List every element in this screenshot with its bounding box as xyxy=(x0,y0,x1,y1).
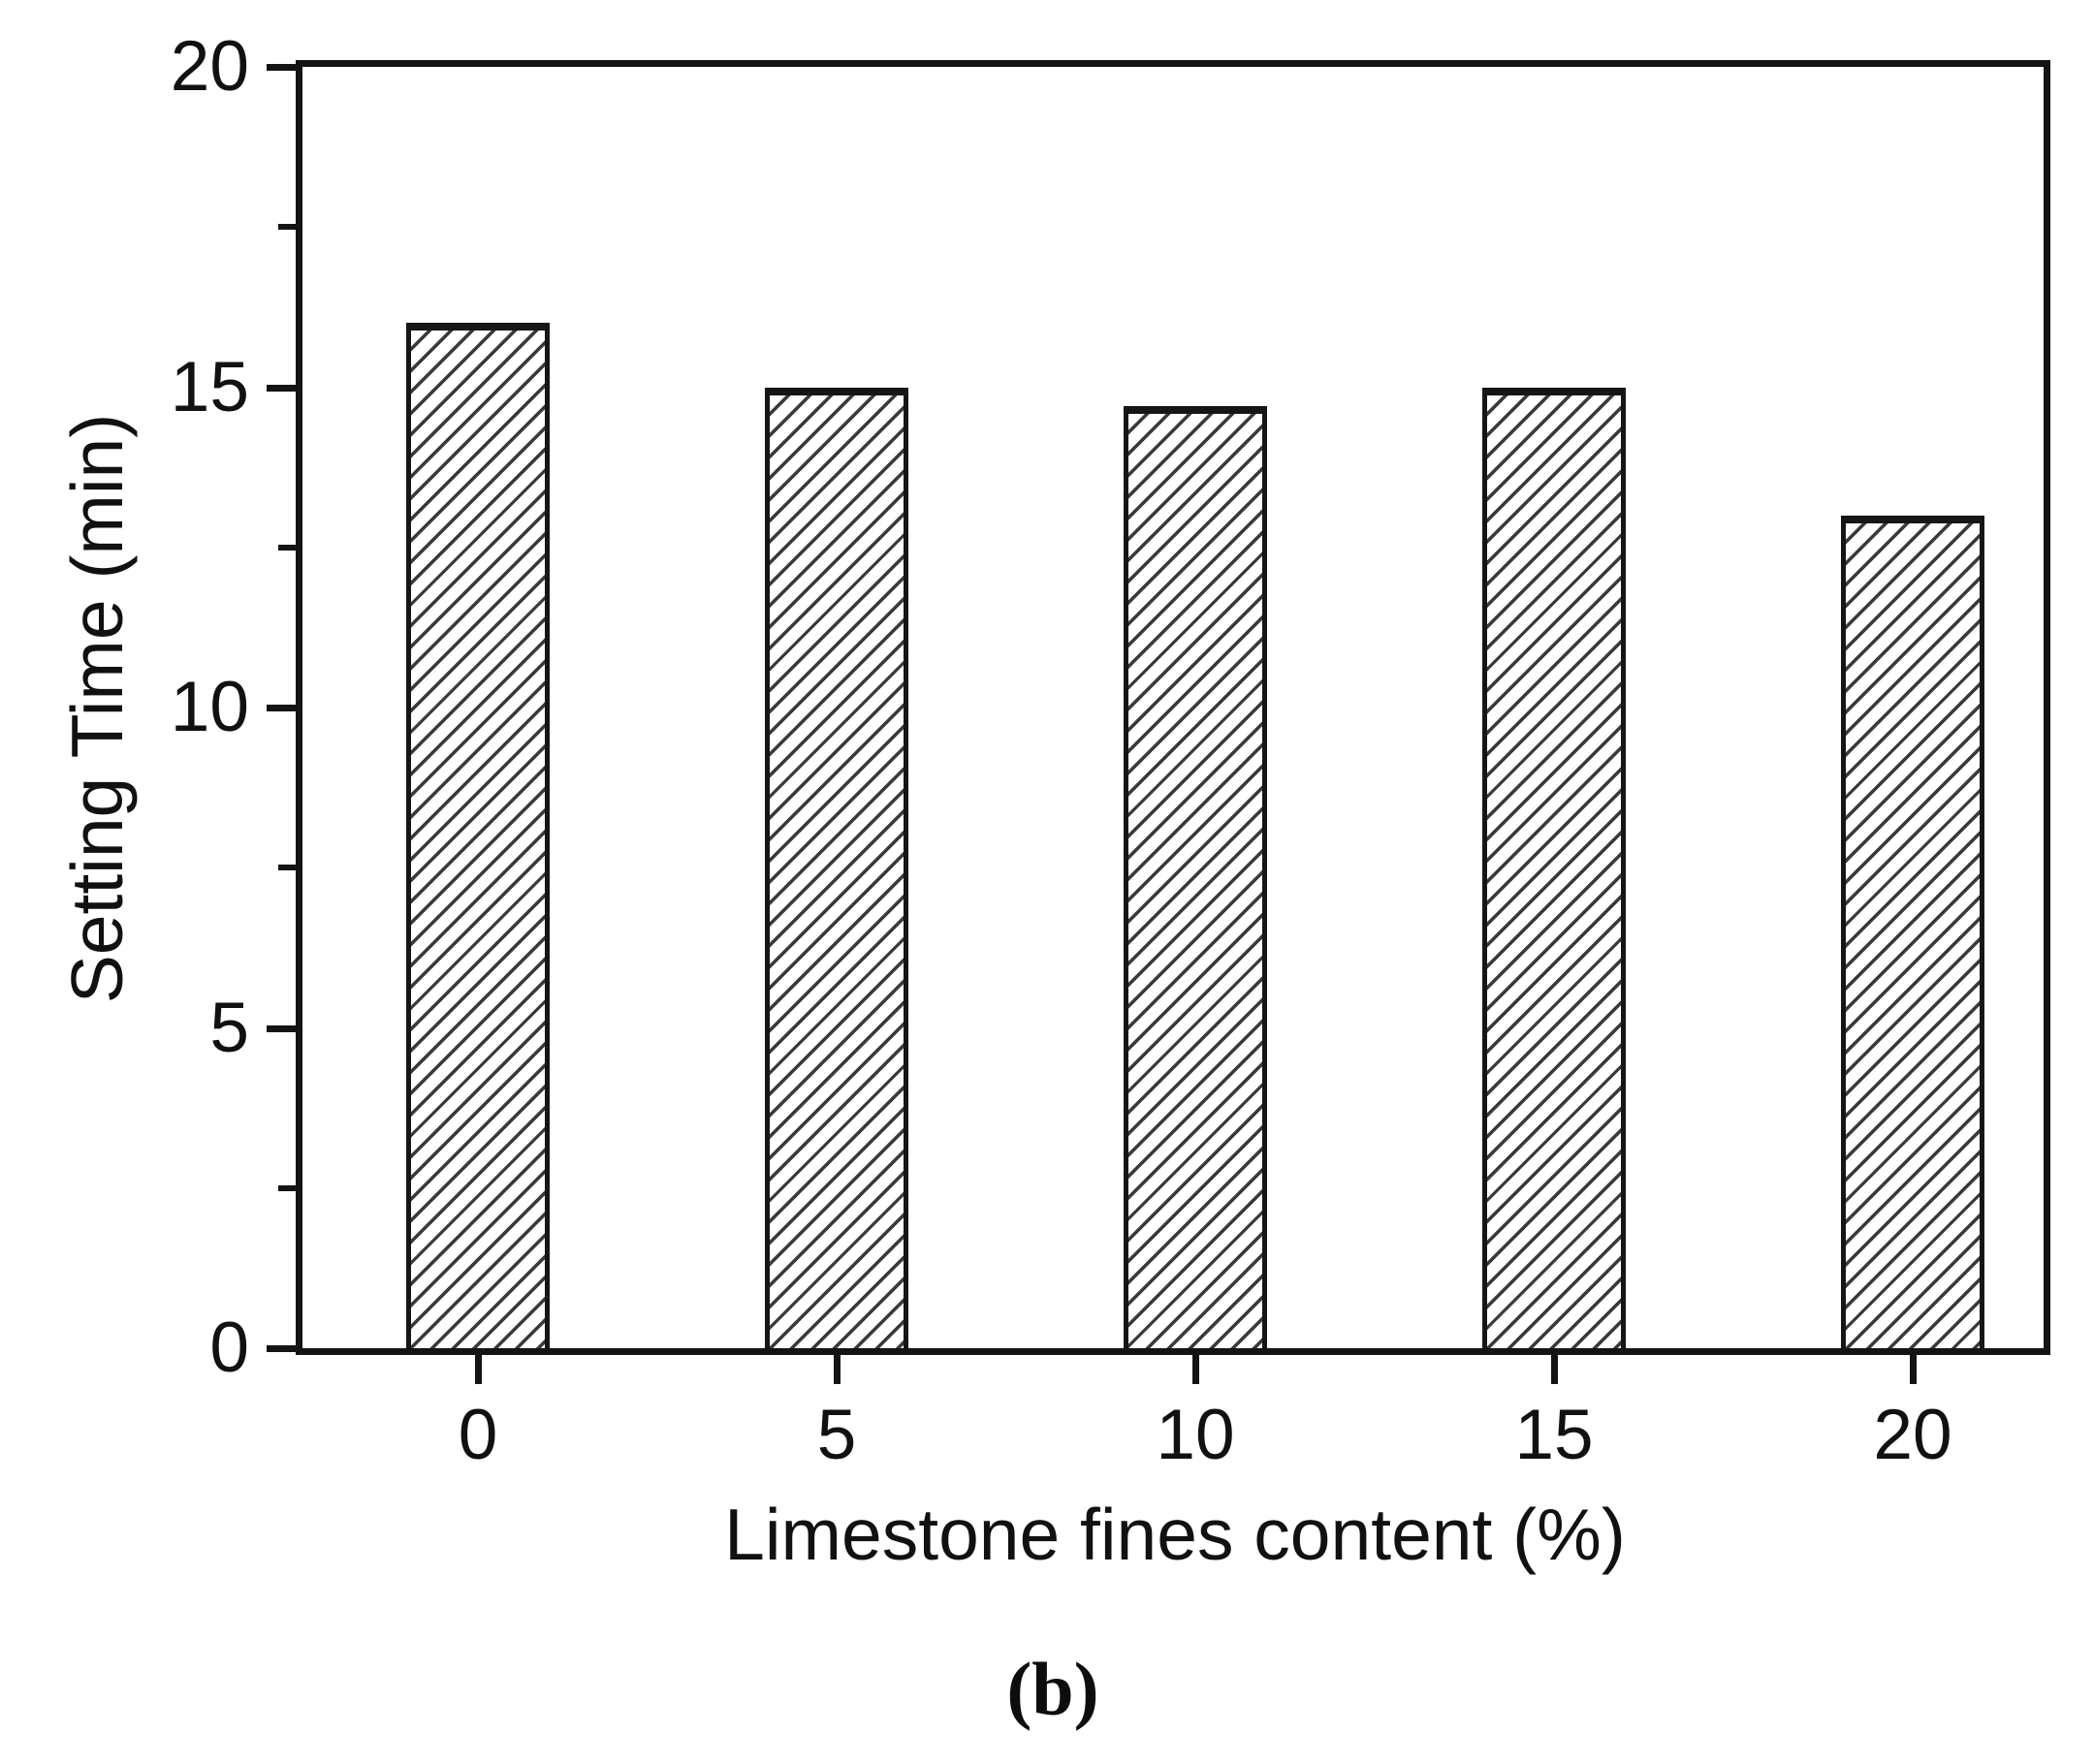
y-tick-label: 0 xyxy=(209,1308,249,1387)
y-tick-label: 20 xyxy=(170,27,249,106)
y-minor-tick xyxy=(278,865,296,871)
y-minor-tick xyxy=(278,544,296,551)
bar xyxy=(1841,516,1984,1348)
x-tick-label: 5 xyxy=(816,1396,857,1474)
bar xyxy=(1124,406,1267,1348)
bar xyxy=(765,388,908,1348)
x-tick xyxy=(475,1355,482,1384)
x-tick-label: 10 xyxy=(1156,1396,1235,1474)
x-tick xyxy=(1910,1355,1917,1384)
plot-area: 0 5 10 15 20 0 5 10 15 20 xyxy=(171,28,2050,1474)
y-tick-label: 5 xyxy=(209,988,249,1067)
y-tick-label: 15 xyxy=(170,347,249,426)
x-tick-label: 20 xyxy=(1873,1396,1952,1474)
bar xyxy=(406,323,550,1348)
x-tick xyxy=(1192,1355,1199,1384)
y-tick-label: 10 xyxy=(170,668,249,746)
x-tick-label: 0 xyxy=(458,1396,498,1474)
y-tick xyxy=(267,1345,296,1352)
bar xyxy=(1482,388,1626,1348)
y-tick xyxy=(267,384,296,392)
y-minor-tick xyxy=(278,1184,296,1191)
x-tick xyxy=(1551,1355,1558,1384)
x-axis-title: Limestone fines content (%) xyxy=(724,1494,1626,1575)
x-tick xyxy=(834,1355,841,1384)
figure-caption: (b) xyxy=(1006,1647,1099,1731)
y-minor-tick xyxy=(278,224,296,231)
x-tick-label: 15 xyxy=(1514,1396,1594,1474)
y-axis-title: Setting Time (min) xyxy=(56,413,138,1004)
y-tick xyxy=(267,64,296,71)
y-tick xyxy=(267,1024,296,1032)
y-tick xyxy=(267,705,296,711)
